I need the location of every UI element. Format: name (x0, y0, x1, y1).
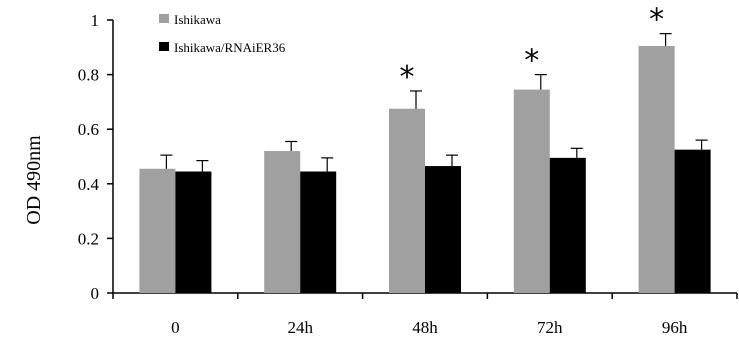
x-tick-label: 0 (171, 318, 180, 337)
x-tick-label: 72h (537, 318, 563, 337)
x-tick-label: 96h (662, 318, 688, 337)
tick-labels: 0 0.2 0.4 0.6 0.8 1 0 24h 48h 72h 96h (78, 11, 688, 337)
bar (389, 108, 425, 293)
bar (674, 149, 711, 293)
x-tick-label: 24h (287, 318, 313, 337)
significance-markers: * * * (400, 3, 665, 95)
bar (513, 89, 550, 294)
bars (139, 45, 711, 294)
x-tick-label: 48h (412, 318, 438, 337)
error-bars (160, 33, 708, 172)
y-tick-label: 0.2 (78, 229, 99, 248)
significance-star: * (524, 44, 539, 79)
y-axis-title: OD 490nm (23, 135, 45, 225)
legend-swatch (159, 14, 169, 23)
significance-star: * (400, 60, 415, 95)
bar (300, 171, 337, 293)
bar (549, 157, 586, 293)
bar (638, 45, 675, 294)
legend-swatch (159, 42, 169, 51)
y-tick-label: 1 (91, 11, 100, 30)
legend: Ishikawa Ishikawa/RNAiER36 (159, 12, 286, 55)
significance-star: * (649, 3, 664, 38)
bar (425, 166, 461, 293)
bar (264, 151, 301, 293)
y-tick-label: 0 (91, 284, 100, 303)
bar (139, 168, 176, 293)
y-tick-label: 0.6 (78, 120, 99, 139)
y-tick-label: 0.4 (78, 175, 100, 194)
y-tick-label: 0.8 (78, 66, 99, 85)
legend-label: Ishikawa (174, 12, 221, 27)
legend-label: Ishikawa/RNAiER36 (174, 40, 286, 55)
bar (175, 171, 212, 293)
